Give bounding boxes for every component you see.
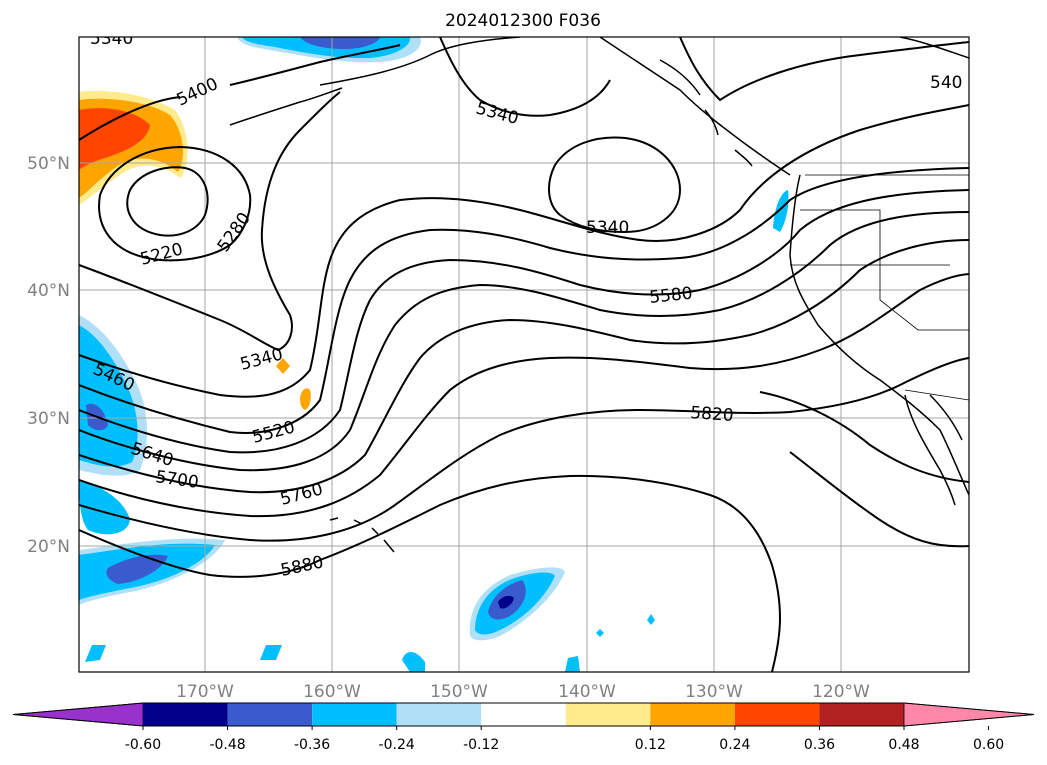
contour-5580 xyxy=(79,189,969,454)
contour-5760 xyxy=(79,273,969,518)
contour-5940 xyxy=(789,451,969,548)
negative-anomaly-sw-1 xyxy=(79,480,130,535)
contour-5700 xyxy=(79,239,969,494)
colorbar-segment xyxy=(481,703,566,726)
positive-anomaly-nw-max xyxy=(79,108,150,170)
map-area: 5340 5400 5220 5280 5340 5460 5520 5640 … xyxy=(79,29,969,672)
contour-5340-north xyxy=(439,37,611,117)
negative-anomaly-dot-1 xyxy=(596,629,604,637)
lat-label: 20°N xyxy=(27,537,70,557)
latitude-labels: 50°N 40°N 30°N 20°N xyxy=(27,154,70,557)
colorbar-segment xyxy=(143,703,228,726)
lon-label: 160°W xyxy=(303,682,361,702)
colorbar-tick-label: 0.48 xyxy=(888,737,919,753)
contour-low-5220 xyxy=(126,166,209,237)
longitude-labels: 170°W 160°W 150°W 140°W 130°W 120°W xyxy=(176,682,870,702)
aleutian-islands xyxy=(229,87,343,126)
us-west-coast xyxy=(789,174,969,496)
negative-anomaly-south-max xyxy=(498,595,514,609)
negative-anomaly-dot-2 xyxy=(647,614,655,625)
figure-title: 2024012300 F036 xyxy=(445,11,601,31)
colorbar-tick-label: 0.24 xyxy=(719,737,750,753)
negative-anomaly-sw-2-max xyxy=(106,554,168,584)
contour-label: 5340 xyxy=(90,29,133,49)
contour-5340-loop xyxy=(79,91,341,352)
contour-5280 xyxy=(98,145,252,262)
bc-islands xyxy=(659,59,753,167)
positive-anomaly-small-1 xyxy=(276,358,290,374)
colorbar-extend-min xyxy=(12,702,144,727)
contour-5400-east xyxy=(679,37,969,102)
height-contours xyxy=(79,37,969,672)
colorbar-segment xyxy=(819,703,904,726)
lat-label: 40°N xyxy=(27,281,70,301)
negative-anomaly-alaska-max xyxy=(300,37,380,50)
colorbar-segment xyxy=(734,703,820,726)
colorbar-extend-max xyxy=(903,702,1035,727)
negative-anomaly-small-4 xyxy=(565,656,580,672)
lat-label: 30°N xyxy=(27,409,70,429)
contour-5880-east xyxy=(759,391,969,483)
lon-label: 120°W xyxy=(812,682,870,702)
gulf-of-california xyxy=(929,394,963,441)
state-border-ca-nv xyxy=(879,265,969,331)
us-mexico-border xyxy=(904,389,969,401)
lon-label: 150°W xyxy=(430,682,488,702)
contour-5460 xyxy=(79,104,969,398)
colorbar: -0.60 -0.48 -0.36 -0.24 -0.12 0.12 0.24 0.36 0.4… xyxy=(12,702,1035,753)
colorbar-tick-label: -0.36 xyxy=(294,737,330,753)
map-frame xyxy=(78,36,970,673)
contour-5880 xyxy=(79,474,781,672)
contour-5520 xyxy=(79,167,969,434)
colorbar-tick-label: -0.24 xyxy=(379,737,415,753)
political-borders xyxy=(790,174,969,401)
colorbar-tick-label: 0.60 xyxy=(973,737,1004,753)
positive-anomaly-small-2 xyxy=(300,388,311,410)
colorbar-segment xyxy=(227,703,313,726)
colorbar-tick-label: -0.12 xyxy=(463,737,499,753)
contour-5340-cutoff xyxy=(548,136,682,234)
lat-label: 50°N xyxy=(27,154,70,174)
baja-california xyxy=(904,394,956,506)
colorbar-segment xyxy=(565,703,651,726)
state-border-wa-or xyxy=(800,209,950,266)
contour-5640 xyxy=(79,211,969,472)
colorbar-tick-label: -0.60 xyxy=(125,737,161,753)
negative-anomaly-small-2 xyxy=(260,645,282,660)
colorbar-segment xyxy=(650,703,735,726)
contour-5400 xyxy=(79,44,401,141)
colorbar-tick-label: 0.36 xyxy=(804,737,835,753)
contour-label: 540 xyxy=(930,73,962,93)
negative-anomaly-coast xyxy=(773,190,789,232)
colorbar-tick-label: 0.12 xyxy=(635,737,666,753)
lon-label: 130°W xyxy=(685,682,743,702)
colorbar-segment xyxy=(312,703,397,726)
contour-label: 5580 xyxy=(648,284,693,308)
lon-label: 170°W xyxy=(176,682,234,702)
hawaii-islands xyxy=(329,517,395,553)
colorbar-segment xyxy=(396,703,482,726)
contour-label: 5820 xyxy=(690,403,735,426)
lon-label: 140°W xyxy=(558,682,616,702)
alaska-coast xyxy=(319,37,521,86)
contour-label: 5340 xyxy=(586,218,629,238)
negative-anomaly-small-3 xyxy=(402,652,425,672)
colorbar-tick-label: -0.48 xyxy=(209,737,245,753)
alaska-panhandle xyxy=(599,37,791,176)
contour-5820 xyxy=(79,357,969,542)
negative-anomaly-small-1 xyxy=(85,645,106,662)
